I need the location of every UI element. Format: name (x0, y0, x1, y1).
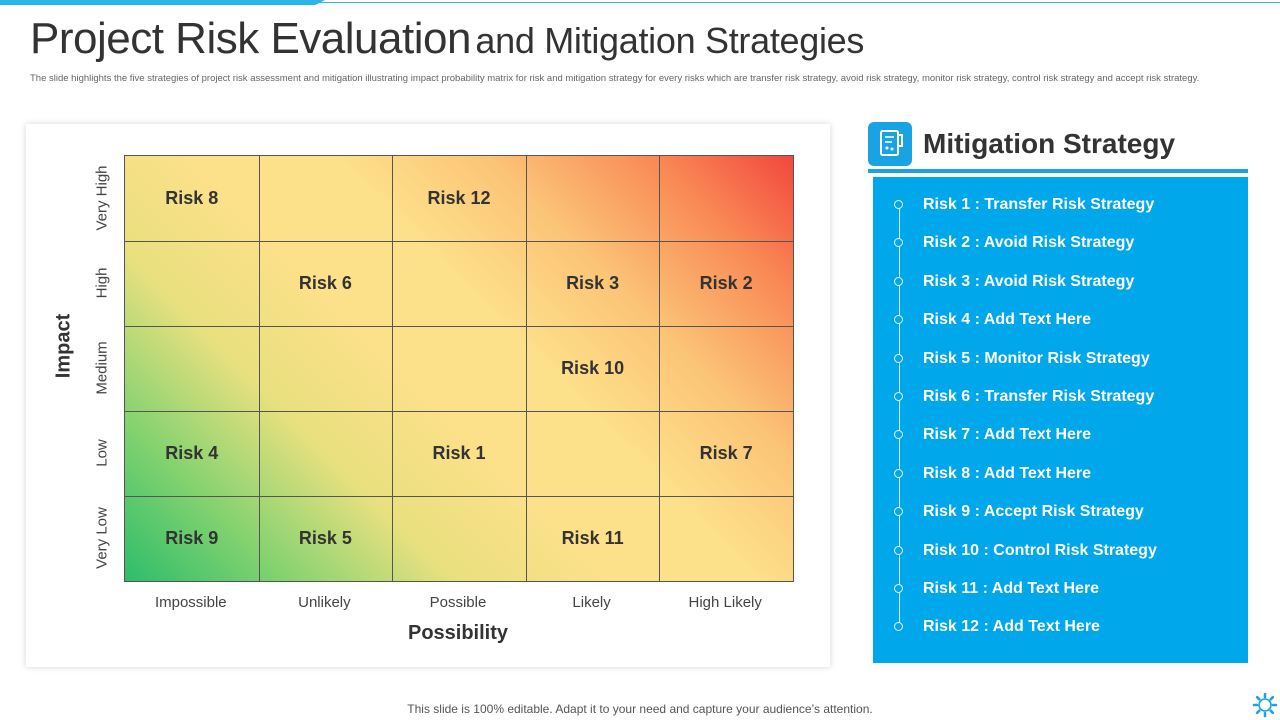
top-accent-tab (0, 0, 325, 5)
mitigation-list-item: Risk 6 : Transfer Risk Strategy (0, 386, 1280, 408)
top-accent-line (0, 2, 1280, 3)
mitigation-list-item: Risk 9 : Accept Risk Strategy (0, 501, 1280, 523)
x-tick-label: Unlikely (298, 594, 351, 611)
grid-line-horizontal (125, 241, 793, 242)
timeline-dot-icon (894, 392, 903, 401)
mitigation-item-text: Risk 5 : Monitor Risk Strategy (923, 349, 1150, 367)
risk-cell-label: Risk 1 (432, 443, 486, 463)
x-tick-label: Likely (572, 594, 611, 611)
mitigation-item-text: Risk 11 : Add Text Here (923, 580, 1100, 597)
grid-line-horizontal (125, 496, 793, 497)
timeline-dot-icon (894, 545, 903, 555)
risk-matrix-card: Risk 8 Risk 12 Risk 6 Risk 3 Risk 2 Risk 10 Ri… (26, 124, 830, 667)
mitigation-item-text: Risk 9 : Accept Risk Strategy (923, 503, 1144, 521)
grid-line-horizontal (125, 411, 793, 412)
risk-cell-label: Risk 4 (165, 443, 219, 463)
risk-cell-label: Risk 3 (566, 273, 620, 293)
gear-icon (1252, 692, 1278, 718)
mitigation-panel (873, 177, 1248, 663)
mitigation-item-text: Risk 3 : Avoid Risk Strategy (923, 272, 1135, 290)
mitigation-list-item: Risk 3 : Avoid Risk Strategy (0, 271, 1280, 293)
page-title: Project Risk Evaluation and Mitigation S… (30, 14, 864, 64)
x-tick-label: Possible (429, 594, 487, 611)
risk-cell-label: Risk 12 (427, 188, 491, 208)
grid-line-vertical (392, 156, 394, 581)
timeline-dot-icon (894, 622, 903, 632)
document-icon (868, 122, 912, 166)
mitigation-item-text: Risk 4 : Add Text Here (923, 311, 1092, 329)
risk-cell-label: Risk 2 (699, 273, 753, 293)
risk-cell-label: Risk 8 (165, 188, 219, 208)
grid-line-horizontal (125, 326, 793, 327)
timeline-dot-icon (894, 238, 903, 248)
timeline-dot-icon (894, 353, 903, 363)
mitigation-list-item: Risk 5 : Monitor Risk Strategy (0, 348, 1280, 370)
mitigation-list-item: Risk 11 : Add Text Here (0, 578, 1280, 600)
mitigation-timeline (899, 204, 900, 627)
mitigation-list-item: Risk 7 : Add Text Here (0, 424, 1280, 446)
x-tick-label: Impossible (154, 594, 227, 611)
risk-cell-label: Risk 10 (561, 358, 625, 378)
timeline-dot-icon (894, 507, 903, 517)
mitigation-item-text: Risk 1 : Transfer Risk Strategy (923, 196, 1155, 213)
mitigation-list-item: Risk 10 : Control Risk Strategy (0, 540, 1280, 562)
x-tick-label: High Likely (688, 594, 762, 611)
timeline-dot-icon (894, 430, 903, 440)
mitigation-list-item: Risk 12 : Add Text Here (0, 616, 1280, 638)
page-title-main: Project Risk Evaluation (30, 14, 471, 63)
page-subtitle: The slide highlights the five strategies… (30, 73, 1200, 84)
mitigation-item-text: Risk 7 : Add Text Here (923, 426, 1092, 444)
grid-line-vertical (659, 156, 661, 581)
grid-line-vertical (258, 156, 260, 581)
footer-note: This slide is 100% editable. Adapt it to… (407, 702, 873, 716)
timeline-dot-icon (894, 584, 903, 593)
mitigation-item-text: Risk 12 : Add Text Here (923, 618, 1100, 636)
timeline-dot-icon (894, 315, 903, 325)
timeline-dot-icon (894, 200, 903, 209)
grid-line-vertical (525, 156, 527, 581)
timeline-dot-icon (894, 468, 903, 478)
mitigation-list-item: Risk 8 : Add Text Here (0, 463, 1280, 485)
timeline-dot-icon (894, 276, 903, 286)
risk-cell-label: Risk 9 (165, 528, 219, 548)
page-title-rest: and Mitigation Strategies (475, 20, 865, 61)
risk-cell-label: Risk 5 (298, 528, 352, 548)
mitigation-item-text: Risk 8 : Add Text Here (923, 464, 1092, 482)
mitigation-list-item: Risk 4 : Add Text Here (0, 309, 1280, 331)
mitigation-underline (868, 169, 1248, 173)
top-accent-bar (0, 0, 1280, 6)
risk-cell-label: Risk 6 (298, 273, 352, 293)
mitigation-list-item: Risk 1 : Transfer Risk Strategy (0, 194, 1280, 216)
risk-matrix: Risk 8 Risk 12 Risk 6 Risk 3 Risk 2 Risk 10 Ri… (124, 155, 794, 582)
mitigation-heading: Mitigation Strategy (923, 128, 1176, 159)
mitigation-item-text: Risk 10 : Control Risk Strategy (923, 541, 1157, 559)
mitigation-item-text: Risk 2 : Avoid Risk Strategy (923, 234, 1135, 252)
x-axis-label: Possibility (407, 622, 509, 644)
risk-cell-label: Risk 7 (699, 443, 753, 463)
mitigation-list-item: Risk 2 : Avoid Risk Strategy (0, 232, 1280, 254)
mitigation-item-text: Risk 6 : Transfer Risk Strategy (923, 388, 1155, 405)
risk-cell-label: Risk 11 (561, 528, 624, 548)
